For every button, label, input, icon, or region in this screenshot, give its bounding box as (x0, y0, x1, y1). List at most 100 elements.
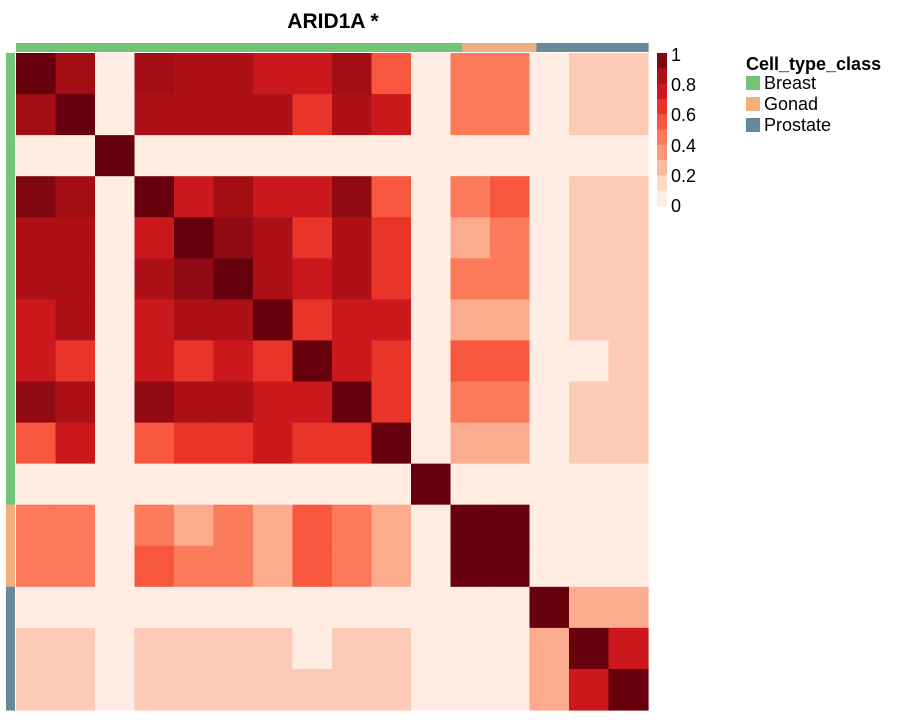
heatmap-cell (371, 340, 412, 383)
row-annotation-cell (6, 53, 15, 95)
heatmap-cell (95, 94, 136, 136)
heatmap-cell (134, 463, 175, 506)
heatmap-cell (332, 627, 373, 670)
heatmap-cell (253, 586, 294, 629)
colorbar-step (657, 98, 667, 115)
heatmap-cell (371, 135, 412, 177)
heatmap-cell (292, 135, 333, 177)
heatmap-cell (411, 135, 452, 177)
heatmap-cell (569, 135, 610, 177)
colorbar-ticks: 1 0.8 0.6 0.4 0.2 0 (671, 45, 696, 216)
row-annotation-cell (6, 545, 15, 588)
heatmap-cell (529, 463, 570, 506)
heatmap-cell (292, 668, 333, 711)
colorbar-tick-label: 0.2 (671, 166, 696, 186)
row-annotation-cell (6, 94, 15, 136)
heatmap-cell (608, 135, 649, 177)
heatmap-cell (134, 135, 175, 177)
heatmap-cell (16, 217, 57, 259)
heatmap-cell (569, 258, 610, 300)
heatmap-cell (292, 94, 333, 136)
heatmap-cell (16, 463, 57, 506)
heatmap-cell (450, 545, 491, 588)
heatmap-cell (174, 94, 215, 136)
heatmap-cell (529, 381, 570, 424)
heatmap-cell (292, 217, 333, 259)
heatmap-cell (253, 217, 294, 259)
heatmap-cell (332, 135, 373, 177)
heatmap-cell (253, 381, 294, 424)
heatmap-cell (292, 545, 333, 588)
heatmap-cell (450, 176, 491, 218)
heatmap-cell (95, 422, 136, 465)
heatmap-cell (174, 627, 215, 670)
colorbar-step (657, 129, 667, 146)
row-annotation-cell (6, 627, 15, 670)
heatmap-cell (134, 668, 175, 711)
heatmap-cell (174, 217, 215, 259)
heatmap-cell (490, 258, 531, 300)
heatmap-cell (450, 53, 491, 95)
heatmap-cell (134, 340, 175, 383)
heatmap-cell (490, 217, 531, 259)
heatmap-cell (411, 176, 452, 218)
heatmap-cell (450, 627, 491, 670)
heatmap-cell (490, 94, 531, 136)
row-annotation-cell (6, 340, 15, 383)
heatmap-cell (411, 299, 452, 342)
heatmap-cell (411, 217, 452, 259)
heatmap-cell (608, 463, 649, 506)
heatmap-cell (608, 504, 649, 547)
heatmap-cell (490, 668, 531, 711)
heatmap-cell (95, 545, 136, 588)
heatmap-cell (292, 176, 333, 218)
heatmap-cell (95, 627, 136, 670)
row-annotation-cell (6, 463, 15, 506)
heatmap-cell (411, 586, 452, 629)
heatmap-cell (174, 340, 215, 383)
heatmap-cell (529, 299, 570, 342)
heatmap-cell (490, 53, 531, 95)
heatmap-cell (95, 586, 136, 629)
heatmap-cell (332, 463, 373, 506)
heatmap-cell (253, 53, 294, 95)
heatmap-cell (95, 217, 136, 259)
heatmap-cell (529, 94, 570, 136)
heatmap-cell (332, 340, 373, 383)
heatmap-cell (608, 53, 649, 95)
heatmap-cell (569, 504, 610, 547)
heatmap-cell (134, 422, 175, 465)
heatmap-cell (411, 422, 452, 465)
heatmap-cell (253, 668, 294, 711)
heatmap-cell (332, 668, 373, 711)
heatmap-cell (55, 53, 96, 95)
row-annotation-cell (6, 504, 15, 547)
heatmap-cell (371, 422, 412, 465)
heatmap-cell (529, 217, 570, 259)
heatmap-cell (529, 627, 570, 670)
heatmap-cell (253, 176, 294, 218)
heatmap-cell (55, 545, 96, 588)
heatmap-cell (371, 463, 412, 506)
heatmap-cell (411, 340, 452, 383)
heatmap-cell (292, 463, 333, 506)
heatmap-cell (529, 545, 570, 588)
heatmap-cell (213, 176, 254, 218)
legend-label-prostate: Prostate (764, 115, 831, 135)
heatmap-cell (371, 217, 412, 259)
heatmap-cell (16, 94, 57, 136)
colorbar-tick-label: 1 (671, 45, 681, 65)
heatmap-cell (490, 176, 531, 218)
heatmap-cell (490, 627, 531, 670)
heatmap-cell (174, 586, 215, 629)
column-annotation-bar (16, 43, 649, 52)
heatmap-cell (569, 217, 610, 259)
heatmap-cell (450, 340, 491, 383)
heatmap-cell (371, 299, 412, 342)
heatmap-cell (55, 94, 96, 136)
heatmap-cell (213, 135, 254, 177)
heatmap-cell (213, 545, 254, 588)
heatmap-cell (490, 340, 531, 383)
colorbar-tick-label: 0 (671, 196, 681, 216)
